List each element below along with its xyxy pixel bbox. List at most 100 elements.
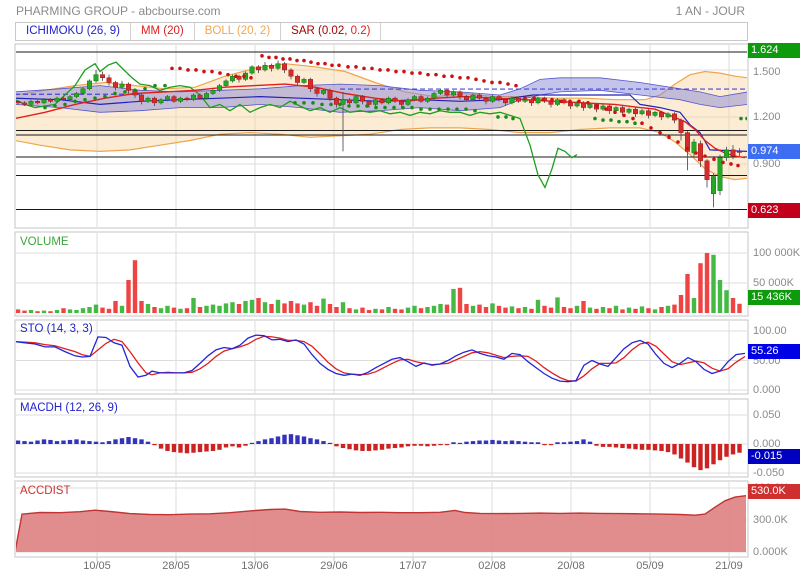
- sar-dot: [402, 69, 406, 74]
- volume-bar: [542, 305, 547, 313]
- volume-bar: [308, 302, 313, 313]
- candle: [503, 99, 508, 104]
- price-chart: [16, 51, 747, 210]
- volume-bar: [685, 274, 690, 313]
- price-tick-1200: 1.200: [753, 111, 781, 123]
- macdh-bar: [35, 440, 40, 444]
- sar-dot: [625, 119, 629, 124]
- volume-bar: [399, 309, 404, 313]
- volume-bar: [574, 305, 580, 313]
- volume-bar: [652, 309, 658, 313]
- volume-bar: [548, 307, 554, 313]
- sar-dot: [464, 107, 468, 111]
- sar-dot: [523, 96, 527, 100]
- volume-bar: [126, 280, 131, 313]
- macdh-bar: [548, 444, 554, 446]
- macdh-bar: [574, 441, 580, 444]
- macdh-bar: [672, 444, 677, 455]
- volume-bar: [405, 307, 411, 313]
- candle: [106, 77, 112, 83]
- volume-bar: [509, 306, 515, 313]
- candle: [262, 64, 268, 71]
- candle: [698, 143, 703, 162]
- volume-chart: [16, 253, 742, 313]
- macdh-bar: [126, 437, 131, 444]
- sar-dot: [242, 74, 246, 79]
- date-label: 17/07: [399, 560, 427, 572]
- sar-dot: [434, 72, 438, 77]
- macd-panel: [14, 398, 749, 478]
- candle: [93, 74, 99, 82]
- volume-bar: [581, 301, 586, 313]
- vol-panel: [14, 231, 749, 317]
- volume-bar: [340, 302, 346, 313]
- volume-bar: [262, 302, 268, 313]
- macdh-bar: [438, 444, 443, 446]
- macdh-bar: [347, 444, 352, 450]
- volume-bar: [516, 308, 521, 313]
- volume-bar: [418, 308, 424, 313]
- volume-bar: [184, 308, 190, 313]
- sar-dot: [133, 88, 137, 93]
- candle: [574, 102, 580, 107]
- macdh-bar: [444, 444, 450, 446]
- sar-dot: [267, 55, 271, 60]
- macdh-bar: [717, 444, 723, 461]
- volume-bar: [522, 307, 528, 313]
- sar-dot: [729, 162, 733, 166]
- macdh-bar: [652, 444, 658, 451]
- sar-dot: [234, 74, 238, 79]
- macdh-bar: [639, 444, 645, 450]
- candle: [392, 97, 398, 102]
- candle: [483, 97, 489, 102]
- candle: [665, 113, 671, 118]
- macdh-bar: [93, 441, 99, 444]
- macdh-bar: [678, 444, 684, 459]
- date-label: 05/09: [636, 560, 664, 572]
- macdh-bar: [132, 438, 138, 444]
- candle: [340, 99, 346, 105]
- macdh-bar: [379, 444, 385, 450]
- macdh-bar: [80, 440, 86, 444]
- legend-sar: SAR (0.02, 0.2): [281, 23, 382, 40]
- legend-sar-part2: 0.2): [347, 25, 371, 37]
- sar-dot: [559, 99, 563, 104]
- accdist-area: [16, 495, 746, 552]
- sar-dot: [428, 107, 432, 111]
- sar-dot: [676, 140, 680, 144]
- sar-dot: [568, 99, 572, 104]
- volume-bar: [444, 304, 450, 313]
- sar-dot: [745, 116, 747, 121]
- volume-bar: [496, 305, 502, 313]
- volume-bar: [217, 305, 222, 313]
- legend-boll: BOLL (20, 2): [195, 23, 282, 40]
- sar-dot: [329, 102, 333, 107]
- volume-bar: [678, 295, 684, 313]
- date-label: 21/09: [715, 560, 743, 572]
- sar-dot: [338, 102, 342, 107]
- macdh-bar: [28, 441, 34, 444]
- sar-dot: [365, 104, 369, 108]
- candle: [509, 97, 515, 104]
- volume-bar: [288, 301, 294, 313]
- sar-dot: [498, 80, 502, 85]
- volume-bar: [626, 307, 632, 313]
- candle: [67, 96, 73, 100]
- volume-bar: [35, 311, 40, 313]
- candle: [347, 99, 352, 104]
- candle: [223, 80, 229, 86]
- sar-dot: [316, 61, 320, 66]
- sar-dot: [446, 107, 450, 111]
- volume-bar: [464, 304, 469, 313]
- accdist-chart: [16, 495, 747, 552]
- sar-dot: [323, 61, 327, 66]
- main-panel: [14, 43, 749, 229]
- sar-dot: [410, 71, 414, 75]
- candle: [61, 97, 66, 100]
- candle: [80, 88, 86, 94]
- sar-dot: [667, 135, 671, 140]
- macdh-bar: [418, 444, 424, 446]
- sar-dot: [473, 108, 477, 113]
- macdh-bar: [22, 441, 27, 444]
- volume-bar: [529, 308, 534, 313]
